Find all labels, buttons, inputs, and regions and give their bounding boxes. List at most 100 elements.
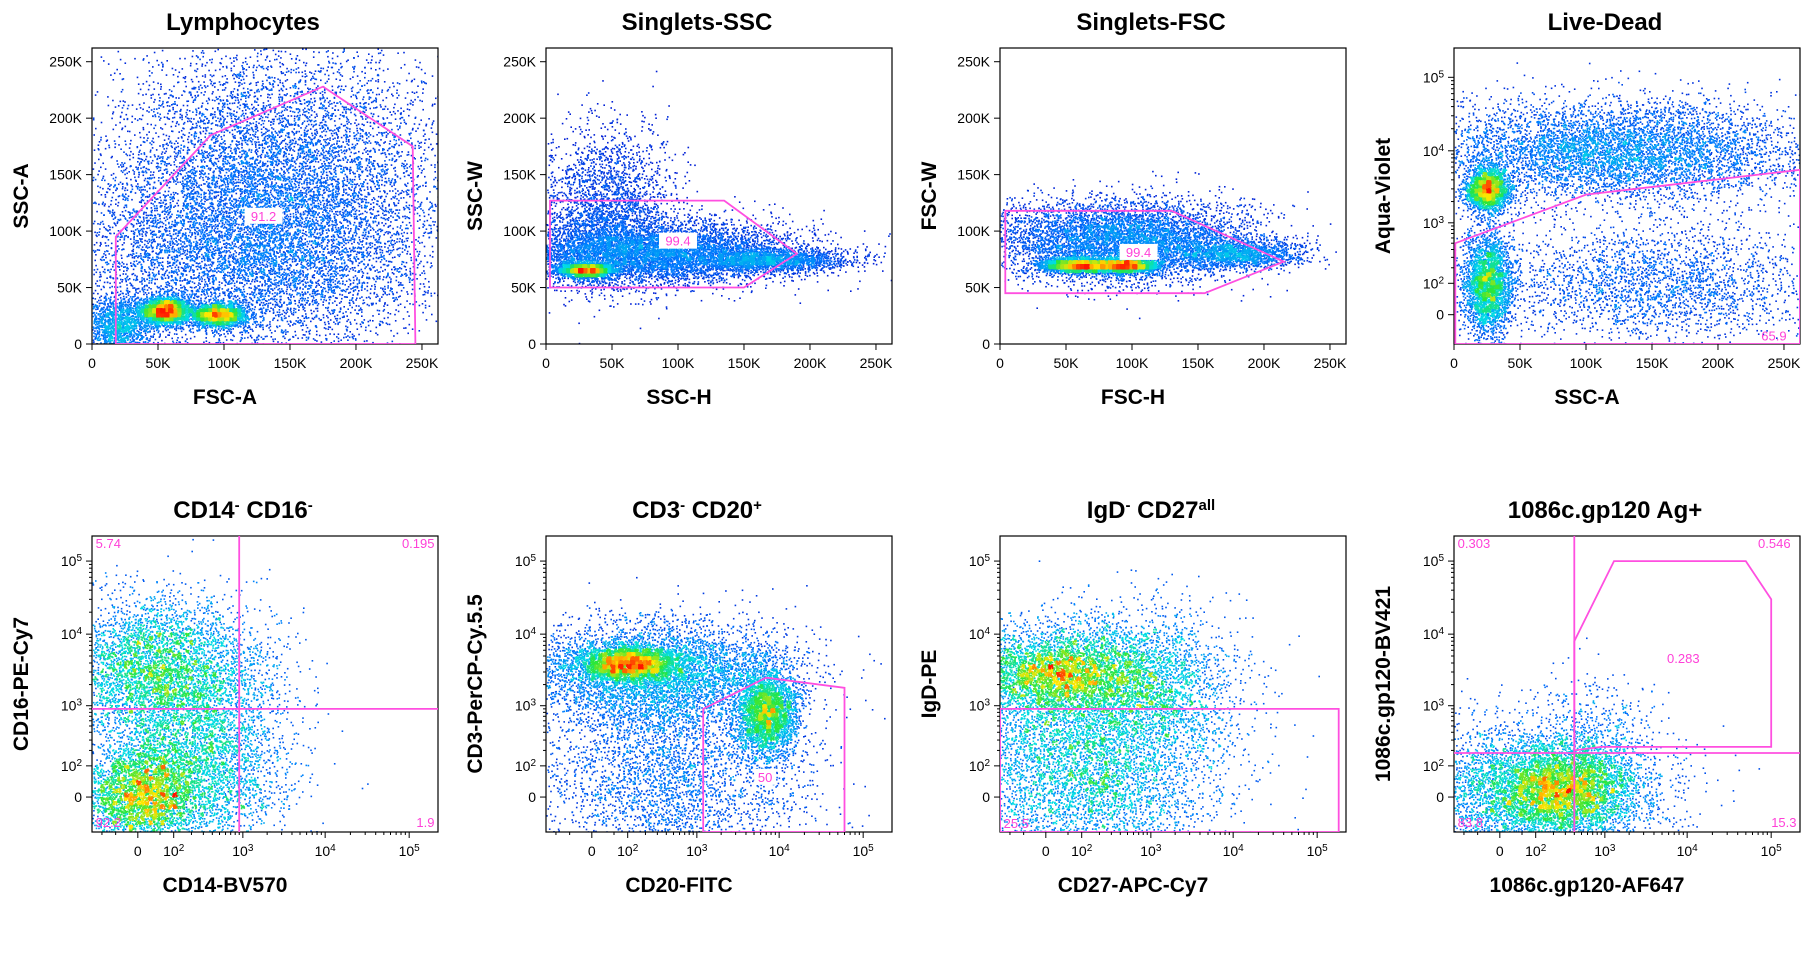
x-tick-label: 200K [340, 355, 373, 371]
y-tick-label: 104 [515, 626, 537, 643]
y-tick-label: 102 [515, 757, 537, 774]
y-tick-label: 0 [528, 336, 536, 352]
gate-label: 25.5 [1004, 816, 1029, 831]
event-dots [1000, 171, 1347, 319]
chart-title: IgD- CD27all [1087, 497, 1215, 525]
x-tick-label: 0 [588, 843, 596, 859]
y-tick-label: 0 [74, 336, 82, 352]
y-axis-label: CD3-PerCP-Cy.5.5 [464, 594, 487, 774]
chart-title: CD3- CD20+ [632, 497, 762, 525]
y-tick-label: 200K [957, 110, 990, 126]
x-tick-label: 100K [662, 355, 695, 371]
panel-cd14-cd16: CD14- CD16- 0 102 103 104 105 0 102 103 104 105 CD1… [0, 488, 454, 976]
panel-lymphocytes: Lymphocytes 0 50K 100K 150K 200K 250K 0 50K 100K 1… [0, 0, 454, 488]
y-tick-label: 200K [49, 110, 82, 126]
y-tick-label: 102 [61, 757, 83, 774]
x-axis-label: 1086c.gp120-AF647 [1490, 874, 1685, 897]
y-axis-label: CD16-PE-Cy7 [10, 617, 33, 751]
y-tick-label: 50K [57, 280, 83, 296]
x-tick-label: 102 [1525, 843, 1547, 860]
plot-frame [1000, 48, 1346, 344]
x-tick-label: 104 [769, 843, 791, 860]
x-axis-label: CD27-APC-Cy7 [1058, 874, 1209, 897]
event-dots [546, 71, 892, 345]
y-tick-label: 105 [1423, 69, 1445, 86]
x-tick-label: 50K [1508, 355, 1534, 371]
chart-title: Singlets-FSC [1076, 9, 1225, 36]
x-tick-label: 0 [1450, 355, 1458, 371]
y-tick-label: 104 [61, 626, 83, 643]
y-tick-label: 150K [503, 167, 536, 183]
x-axis-label: CD20-FITC [625, 874, 732, 897]
x-tick-label: 0 [542, 355, 550, 371]
event-dots [92, 48, 440, 345]
x-axis-label: FSC-H [1101, 386, 1165, 409]
chart-title: Singlets-SSC [622, 9, 773, 36]
x-tick-label: 103 [232, 843, 254, 860]
chart-svg: CD14- CD16-0 102 103 104 1050102103104105CD1… [0, 488, 454, 976]
x-tick-label: 0 [1496, 843, 1504, 859]
x-tick-label: 250K [860, 355, 893, 371]
x-tick-label: 0 [88, 355, 96, 371]
x-tick-label: 103 [1594, 843, 1616, 860]
x-tick-label: 105 [1761, 843, 1783, 860]
y-tick-label: 0 [982, 336, 990, 352]
x-tick-label: 104 [315, 843, 337, 860]
x-tick-label: 0 [1042, 843, 1050, 859]
y-tick-label: 200K [503, 110, 536, 126]
y-tick-label: 105 [61, 553, 83, 570]
quadrant-label: 83.8 [1458, 815, 1483, 830]
y-tick-label: 0 [1436, 307, 1444, 323]
gate-label: 65.9 [1761, 328, 1786, 343]
x-tick-label: 105 [853, 843, 875, 860]
quadrant-label: 0.303 [1458, 536, 1491, 551]
panel-live-dead: Live-Dead 0 50K 100K 150K 200K 250K 0 102 103 104 1… [1362, 0, 1816, 488]
y-tick-label: 150K [49, 167, 82, 183]
y-tick-label: 105 [969, 553, 991, 570]
y-tick-label: 103 [61, 697, 83, 714]
y-tick-label: 100K [503, 223, 536, 239]
y-axis-label: FSC-W [918, 161, 941, 230]
y-axis-label: SSC-W [464, 161, 487, 231]
quadrant-label: 0.546 [1758, 536, 1791, 551]
x-axis-label: FSC-A [193, 386, 257, 409]
gate-label: 99.4 [665, 234, 690, 249]
x-tick-label: 100K [208, 355, 241, 371]
x-tick-label: 250K [406, 355, 439, 371]
x-axis-label: SSC-A [1554, 386, 1619, 409]
event-dots [1454, 62, 1801, 345]
y-axis-label: IgD-PE [918, 650, 941, 719]
chart-svg: CD3- CD20+0 102 103 104 1050102103104105CD20… [454, 488, 908, 976]
x-axis-label: CD14-BV570 [163, 874, 288, 897]
y-tick-label: 105 [515, 553, 537, 570]
x-tick-label: 102 [163, 843, 185, 860]
x-tick-label: 250K [1314, 355, 1347, 371]
plot-frame [546, 48, 892, 344]
x-tick-label: 100K [1116, 355, 1149, 371]
chart-title: CD14- CD16- [173, 497, 312, 525]
x-tick-label: 50K [600, 355, 626, 371]
x-tick-label: 150K [274, 355, 307, 371]
y-tick-label: 0 [528, 789, 536, 805]
panel-singlets-ssc: Singlets-SSC 0 50K 100K 150K 200K 250K 0 50K 100K… [454, 0, 908, 488]
quadrant-label: 0.283 [1667, 651, 1700, 666]
plot-frame [1000, 536, 1346, 832]
x-tick-label: 200K [1248, 355, 1281, 371]
y-tick-label: 250K [49, 54, 82, 70]
quadrant-label: 0.195 [402, 536, 435, 551]
y-tick-label: 102 [1423, 275, 1445, 292]
y-tick-label: 104 [969, 626, 991, 643]
gate-label: 91.2 [251, 209, 276, 224]
quadrant-label: 15.3 [1771, 815, 1796, 830]
x-tick-label: 200K [794, 355, 827, 371]
x-tick-label: 105 [399, 843, 421, 860]
y-axis-label: Aqua-Violet [1372, 138, 1395, 254]
